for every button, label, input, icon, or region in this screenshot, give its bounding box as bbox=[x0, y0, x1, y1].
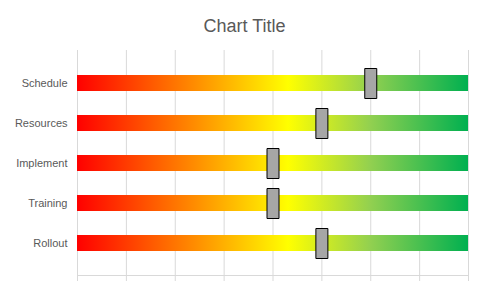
svg-text:Schedule: Schedule bbox=[22, 77, 68, 89]
svg-text:Training: Training bbox=[28, 197, 67, 209]
svg-text:Rollout: Rollout bbox=[33, 237, 67, 249]
svg-text:Implement: Implement bbox=[16, 157, 67, 169]
html-text:Chart Title: Chart Title bbox=[203, 16, 286, 36]
svg-text:Resources: Resources bbox=[15, 117, 68, 129]
